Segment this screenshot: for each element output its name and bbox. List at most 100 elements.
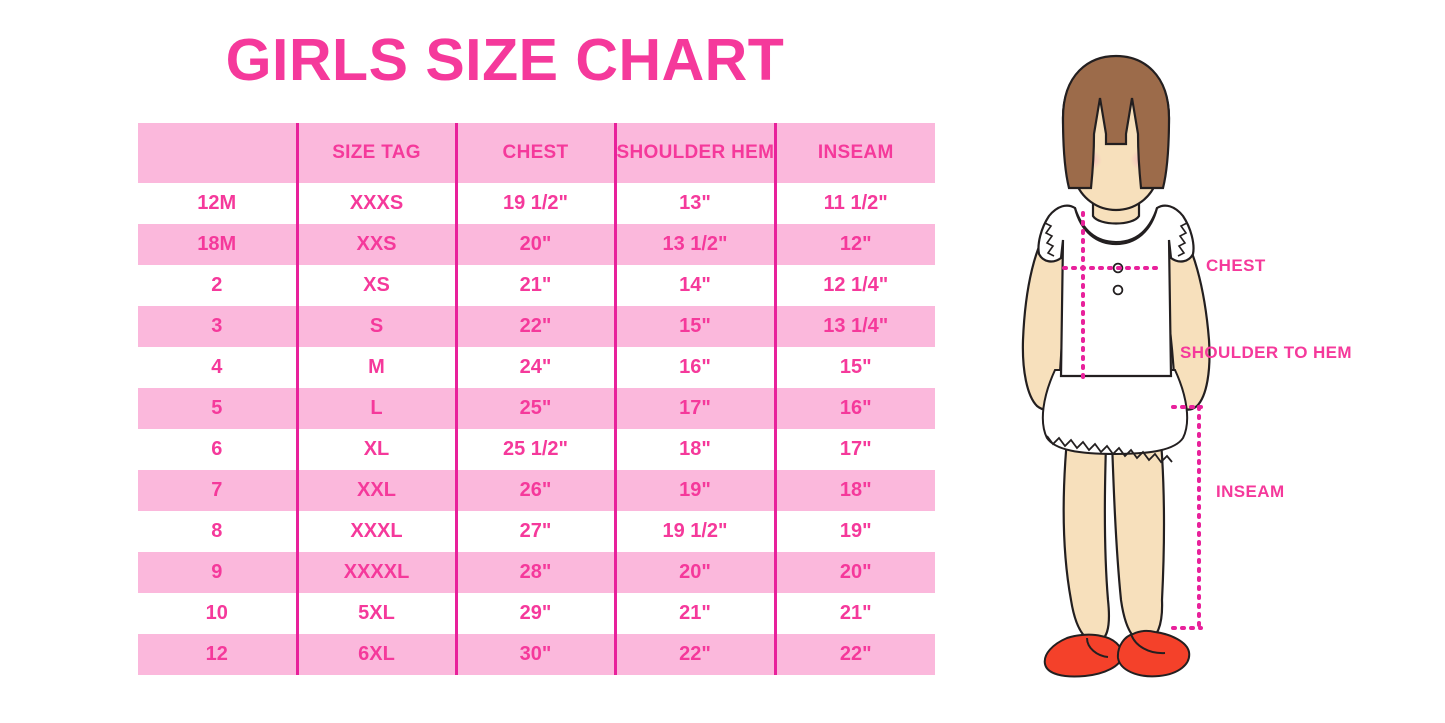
cell-chest: 26" — [454, 470, 615, 511]
cell-shoulder-hem: 14" — [613, 265, 775, 306]
left-shoe — [1043, 633, 1124, 678]
table-row: 10 5XL 29" 21" 21" — [138, 593, 935, 634]
top-garment — [1037, 204, 1195, 378]
skirt-ruffle-hem — [1046, 435, 1173, 464]
table-row: 12M XXXS 19 1/2" 13" 11 1/2" — [138, 183, 935, 224]
cell-chest: 29" — [454, 593, 615, 634]
right-shoe-strap — [1130, 633, 1166, 655]
cell-inseam: 16" — [773, 388, 935, 429]
cell-size-tag: XXXL — [295, 511, 456, 552]
cell-shoulder-hem: 19" — [613, 470, 775, 511]
cell-chest: 20" — [454, 224, 615, 265]
head-group — [1061, 54, 1171, 225]
hair — [1061, 54, 1171, 190]
cell-size-tag: XS — [295, 265, 456, 306]
cell-chest: 21" — [454, 265, 615, 306]
table-row: 6 XL 25 1/2" 18" 17" — [138, 429, 935, 470]
right-sleeve-ruffle — [1177, 215, 1189, 257]
girl-figure-illustration — [1021, 54, 1211, 678]
cell-size-tag: 6XL — [295, 634, 456, 675]
cell-chest: 27" — [454, 511, 615, 552]
table-row: 7 XXL 26" 19" 18" — [138, 470, 935, 511]
table-row: 4 M 24" 16" 15" — [138, 347, 935, 388]
cell-chest: 25 1/2" — [454, 429, 615, 470]
table-row: 18M XXS 20" 13 1/2" 12" — [138, 224, 935, 265]
cell-shoulder-hem: 22" — [613, 634, 775, 675]
table-row: 9 XXXXL 28" 20" 20" — [138, 552, 935, 593]
cell-size-tag: XXS — [295, 224, 456, 265]
button-bottom — [1112, 284, 1124, 296]
cell-inseam: 17" — [773, 429, 935, 470]
cell-shoulder-hem: 21" — [613, 593, 775, 634]
cell-inseam: 12 1/4" — [773, 265, 935, 306]
cell-chest: 30" — [454, 634, 615, 675]
cell-size: 18M — [138, 224, 297, 265]
cell-size: 4 — [138, 347, 297, 388]
table-row: 12 6XL 30" 22" 22" — [138, 634, 935, 675]
cell-size-tag: XXL — [295, 470, 456, 511]
table-body: 12M XXXS 19 1/2" 13" 11 1/2" 18M XXS 20"… — [138, 183, 935, 675]
table-row: 2 XS 21" 14" 12 1/4" — [138, 265, 935, 306]
table-header-row: SIZE TAG CHEST SHOULDER HEM INSEAM — [138, 123, 935, 183]
cell-size: 5 — [138, 388, 297, 429]
col-header-chest: CHEST — [454, 123, 615, 183]
cell-size-tag: 5XL — [295, 593, 456, 634]
cell-size-tag: M — [295, 347, 456, 388]
cell-size: 12 — [138, 634, 297, 675]
cell-size-tag: XL — [295, 429, 456, 470]
cell-shoulder-hem: 16" — [613, 347, 775, 388]
cell-chest: 25" — [454, 388, 615, 429]
cell-chest: 24" — [454, 347, 615, 388]
table-row: 5 L 25" 17" 16" — [138, 388, 935, 429]
cell-size: 6 — [138, 429, 297, 470]
cell-size-tag: S — [295, 306, 456, 347]
col-header-shoulder-hem: SHOULDER HEM — [613, 123, 775, 183]
cell-inseam: 21" — [773, 593, 935, 634]
cell-size: 8 — [138, 511, 297, 552]
table-row: 3 S 22" 15" 13 1/4" — [138, 306, 935, 347]
cell-inseam: 19" — [773, 511, 935, 552]
cell-shoulder-hem: 19 1/2" — [613, 511, 775, 552]
page-title: GIRLS SIZE CHART — [225, 27, 785, 93]
cell-size: 2 — [138, 265, 297, 306]
cell-size-tag: XXXS — [295, 183, 456, 224]
cell-inseam: 12" — [773, 224, 935, 265]
cell-inseam: 11 1/2" — [773, 183, 935, 224]
cell-chest: 19 1/2" — [454, 183, 615, 224]
col-header-size-tag: SIZE TAG — [295, 123, 456, 183]
cell-shoulder-hem: 13" — [613, 183, 775, 224]
cell-size: 9 — [138, 552, 297, 593]
cell-shoulder-hem: 18" — [613, 429, 775, 470]
cell-size: 7 — [138, 470, 297, 511]
cell-chest: 22" — [454, 306, 615, 347]
cell-size-tag: L — [295, 388, 456, 429]
cell-chest: 28" — [454, 552, 615, 593]
cell-inseam: 13 1/4" — [773, 306, 935, 347]
right-shoe — [1116, 629, 1191, 678]
cell-shoulder-hem: 15" — [613, 306, 775, 347]
cell-inseam: 18" — [773, 470, 935, 511]
skirt — [1041, 369, 1189, 464]
inseam-bracket — [1171, 405, 1203, 630]
callout-label-chest: CHEST — [1206, 256, 1266, 275]
measurement-guides — [1062, 211, 1162, 380]
cell-inseam: 15" — [773, 347, 935, 388]
cell-shoulder-hem: 20" — [613, 552, 775, 593]
callout-label-shoulder-to-hem: SHOULDER TO HEM — [1180, 343, 1352, 362]
left-shoe-strap — [1086, 637, 1109, 658]
cell-size: 10 — [138, 593, 297, 634]
table-row: 8 XXXL 27" 19 1/2" 19" — [138, 511, 935, 552]
cell-inseam: 20" — [773, 552, 935, 593]
left-sleeve-ruffle — [1043, 215, 1055, 257]
shoes-group — [1043, 629, 1191, 678]
cell-size: 3 — [138, 306, 297, 347]
cell-inseam: 22" — [773, 634, 935, 675]
skirt-body — [1041, 369, 1189, 456]
callout-label-inseam: INSEAM — [1216, 482, 1285, 501]
col-header-size — [138, 123, 297, 183]
col-header-inseam: INSEAM — [773, 123, 935, 183]
cell-shoulder-hem: 17" — [613, 388, 775, 429]
cell-size-tag: XXXXL — [295, 552, 456, 593]
cell-shoulder-hem: 13 1/2" — [613, 224, 775, 265]
